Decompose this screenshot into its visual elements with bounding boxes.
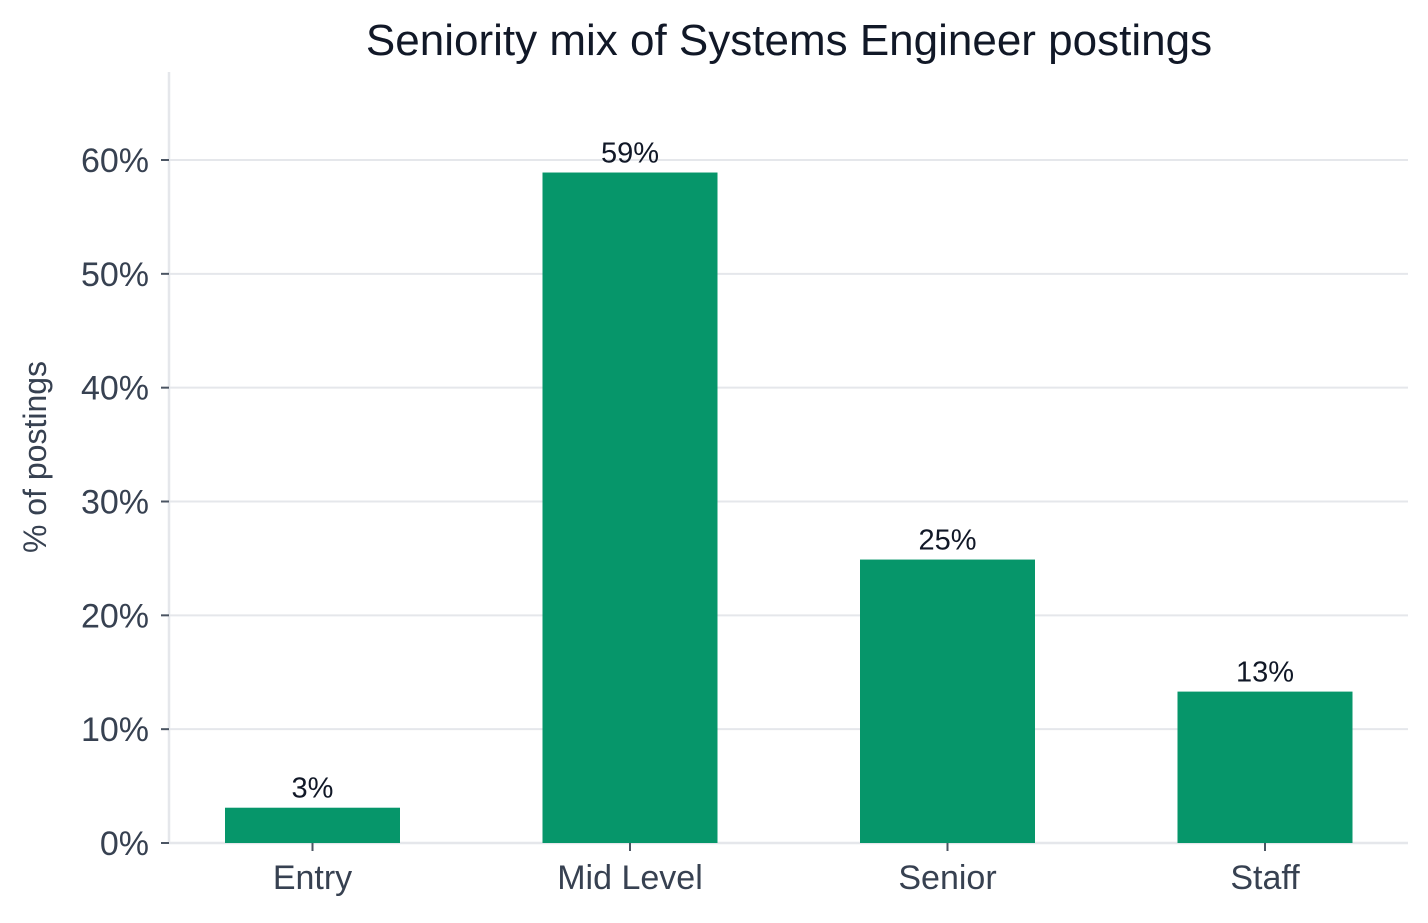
bars xyxy=(225,172,1353,843)
x-tick-label: Senior xyxy=(898,859,996,897)
y-tick-label: 30% xyxy=(81,484,149,522)
y-tick-label: 50% xyxy=(81,256,149,294)
y-tick-label: 60% xyxy=(81,142,149,180)
y-axis-label: % of postings xyxy=(17,361,53,553)
data-label: 59% xyxy=(601,138,659,170)
bar xyxy=(225,807,400,843)
y-tick-label: 20% xyxy=(81,597,149,635)
y-tick-label: 10% xyxy=(81,711,149,749)
data-label: 13% xyxy=(1236,657,1294,689)
x-tick-label: Staff xyxy=(1230,859,1300,897)
chart-title: Seniority mix of Systems Engineer postin… xyxy=(366,16,1212,65)
gridlines xyxy=(169,159,1408,731)
data-label: 3% xyxy=(292,773,334,805)
labels: 0% 10% 20% 30% 40% 50% 60% Entry 3% Mid Level 59% S… xyxy=(81,138,1300,897)
data-label: 25% xyxy=(918,525,976,557)
bar xyxy=(860,559,1035,843)
y-tick-label: 40% xyxy=(81,370,149,408)
bar xyxy=(1177,691,1353,843)
x-tick-label: Mid Level xyxy=(557,859,703,897)
bar xyxy=(542,172,718,843)
y-tick-label: 0% xyxy=(100,825,149,863)
x-tick-label: Entry xyxy=(273,859,352,897)
